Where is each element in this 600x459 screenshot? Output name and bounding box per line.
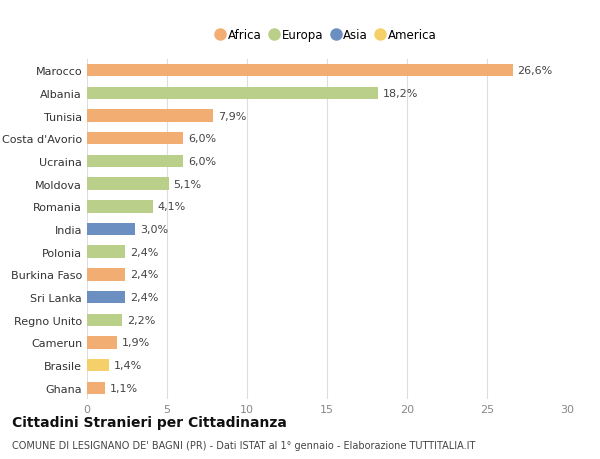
Bar: [87, 336, 118, 349]
Text: 18,2%: 18,2%: [383, 89, 418, 99]
Text: 26,6%: 26,6%: [517, 66, 553, 76]
Bar: [87, 201, 152, 213]
Legend: Africa, Europa, Asia, America: Africa, Europa, Asia, America: [212, 25, 442, 47]
Text: 1,9%: 1,9%: [122, 338, 151, 348]
Text: Cittadini Stranieri per Cittadinanza: Cittadini Stranieri per Cittadinanza: [12, 415, 287, 429]
Bar: [87, 314, 122, 326]
Bar: [87, 223, 135, 236]
Bar: [87, 155, 183, 168]
Text: 2,4%: 2,4%: [130, 247, 158, 257]
Text: 1,4%: 1,4%: [114, 360, 142, 370]
Text: 6,0%: 6,0%: [188, 157, 216, 167]
Text: 2,4%: 2,4%: [130, 270, 158, 280]
Text: 2,4%: 2,4%: [130, 292, 158, 302]
Bar: [87, 87, 378, 100]
Bar: [87, 269, 125, 281]
Text: 3,0%: 3,0%: [140, 224, 168, 235]
Text: COMUNE DI LESIGNANO DE' BAGNI (PR) - Dati ISTAT al 1° gennaio - Elaborazione TUT: COMUNE DI LESIGNANO DE' BAGNI (PR) - Dat…: [12, 440, 475, 450]
Text: 1,1%: 1,1%: [109, 383, 137, 393]
Bar: [87, 133, 183, 145]
Bar: [87, 382, 104, 394]
Bar: [87, 291, 125, 304]
Bar: [87, 110, 214, 123]
Text: 4,1%: 4,1%: [157, 202, 185, 212]
Bar: [87, 178, 169, 190]
Bar: [87, 359, 109, 372]
Text: 2,2%: 2,2%: [127, 315, 155, 325]
Text: 7,9%: 7,9%: [218, 111, 247, 121]
Text: 6,0%: 6,0%: [188, 134, 216, 144]
Bar: [87, 246, 125, 258]
Text: 5,1%: 5,1%: [173, 179, 202, 189]
Bar: [87, 65, 512, 77]
